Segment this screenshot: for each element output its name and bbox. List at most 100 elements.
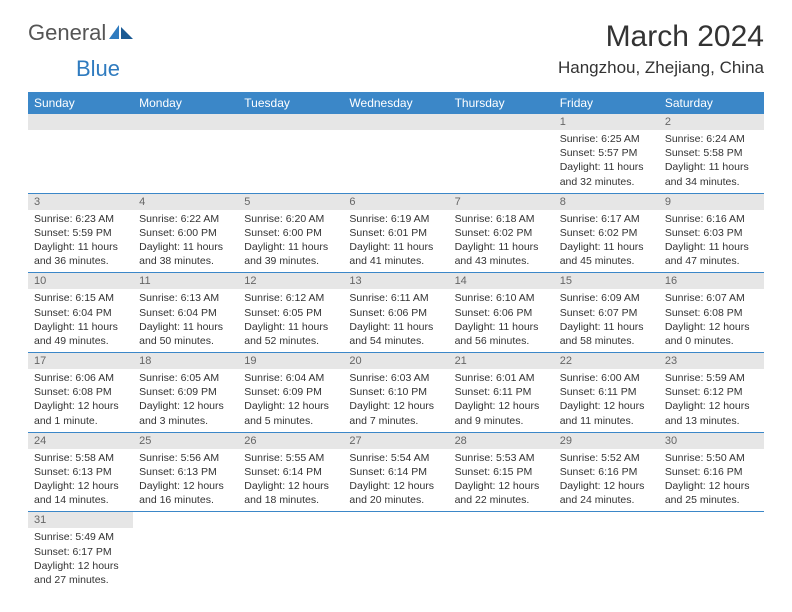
sunrise-text: Sunrise: 6:16 AM (665, 212, 758, 226)
sunset-text: Sunset: 6:05 PM (244, 306, 337, 320)
daylight-text: Daylight: 11 hours and 39 minutes. (244, 240, 337, 268)
day-details: Sunrise: 6:06 AMSunset: 6:08 PMDaylight:… (28, 369, 133, 432)
daylight-text: Daylight: 12 hours and 18 minutes. (244, 479, 337, 507)
sunset-text: Sunset: 6:00 PM (244, 226, 337, 240)
daylight-text: Daylight: 11 hours and 36 minutes. (34, 240, 127, 268)
location: Hangzhou, Zhejiang, China (558, 58, 764, 78)
day-number: 25 (133, 433, 238, 449)
sunrise-text: Sunrise: 6:19 AM (349, 212, 442, 226)
sail-icon (109, 25, 133, 41)
sunset-text: Sunset: 6:15 PM (455, 465, 548, 479)
day-cell: 5Sunrise: 6:20 AMSunset: 6:00 PMDaylight… (238, 193, 343, 273)
day-details: Sunrise: 5:56 AMSunset: 6:13 PMDaylight:… (133, 449, 238, 512)
day-cell (449, 512, 554, 591)
day-cell: 13Sunrise: 6:11 AMSunset: 6:06 PMDayligh… (343, 273, 448, 353)
sunrise-text: Sunrise: 5:59 AM (665, 371, 758, 385)
calendar-table: Sunday Monday Tuesday Wednesday Thursday… (28, 92, 764, 591)
daylight-text: Daylight: 11 hours and 32 minutes. (560, 160, 653, 188)
daylight-text: Daylight: 12 hours and 20 minutes. (349, 479, 442, 507)
sunset-text: Sunset: 6:11 PM (560, 385, 653, 399)
daylight-text: Daylight: 12 hours and 1 minute. (34, 399, 127, 427)
day-number: 24 (28, 433, 133, 449)
day-details: Sunrise: 5:58 AMSunset: 6:13 PMDaylight:… (28, 449, 133, 512)
sunrise-text: Sunrise: 6:01 AM (455, 371, 548, 385)
day-details: Sunrise: 6:03 AMSunset: 6:10 PMDaylight:… (343, 369, 448, 432)
daylight-text: Daylight: 12 hours and 22 minutes. (455, 479, 548, 507)
day-number: 27 (343, 433, 448, 449)
day-details: Sunrise: 6:15 AMSunset: 6:04 PMDaylight:… (28, 289, 133, 352)
day-details: Sunrise: 6:20 AMSunset: 6:00 PMDaylight:… (238, 210, 343, 273)
day-number: 21 (449, 353, 554, 369)
sunrise-text: Sunrise: 6:07 AM (665, 291, 758, 305)
day-number: 1 (554, 114, 659, 130)
day-details: Sunrise: 6:12 AMSunset: 6:05 PMDaylight:… (238, 289, 343, 352)
day-cell: 12Sunrise: 6:12 AMSunset: 6:05 PMDayligh… (238, 273, 343, 353)
day-number: 16 (659, 273, 764, 289)
day-cell: 30Sunrise: 5:50 AMSunset: 6:16 PMDayligh… (659, 432, 764, 512)
sunset-text: Sunset: 6:16 PM (560, 465, 653, 479)
day-cell: 10Sunrise: 6:15 AMSunset: 6:04 PMDayligh… (28, 273, 133, 353)
day-number: 26 (238, 433, 343, 449)
day-cell: 27Sunrise: 5:54 AMSunset: 6:14 PMDayligh… (343, 432, 448, 512)
day-cell: 21Sunrise: 6:01 AMSunset: 6:11 PMDayligh… (449, 353, 554, 433)
sunrise-text: Sunrise: 6:09 AM (560, 291, 653, 305)
sunset-text: Sunset: 6:16 PM (665, 465, 758, 479)
day-cell (28, 114, 133, 193)
empty-day-number (238, 114, 343, 130)
sunset-text: Sunset: 6:00 PM (139, 226, 232, 240)
week-row: 17Sunrise: 6:06 AMSunset: 6:08 PMDayligh… (28, 353, 764, 433)
day-details: Sunrise: 6:05 AMSunset: 6:09 PMDaylight:… (133, 369, 238, 432)
day-cell: 28Sunrise: 5:53 AMSunset: 6:15 PMDayligh… (449, 432, 554, 512)
daylight-text: Daylight: 11 hours and 58 minutes. (560, 320, 653, 348)
day-cell: 7Sunrise: 6:18 AMSunset: 6:02 PMDaylight… (449, 193, 554, 273)
sunrise-text: Sunrise: 6:23 AM (34, 212, 127, 226)
daylight-text: Daylight: 11 hours and 50 minutes. (139, 320, 232, 348)
day-cell (238, 114, 343, 193)
week-row: 1Sunrise: 6:25 AMSunset: 5:57 PMDaylight… (28, 114, 764, 193)
sunset-text: Sunset: 6:17 PM (34, 545, 127, 559)
daylight-text: Daylight: 12 hours and 9 minutes. (455, 399, 548, 427)
sunrise-text: Sunrise: 5:53 AM (455, 451, 548, 465)
empty-day-number (343, 114, 448, 130)
empty-day-number (449, 114, 554, 130)
day-details: Sunrise: 6:09 AMSunset: 6:07 PMDaylight:… (554, 289, 659, 352)
sunrise-text: Sunrise: 6:04 AM (244, 371, 337, 385)
sunset-text: Sunset: 6:01 PM (349, 226, 442, 240)
day-cell: 16Sunrise: 6:07 AMSunset: 6:08 PMDayligh… (659, 273, 764, 353)
sunset-text: Sunset: 6:03 PM (665, 226, 758, 240)
day-number: 10 (28, 273, 133, 289)
sunrise-text: Sunrise: 5:55 AM (244, 451, 337, 465)
sunrise-text: Sunrise: 5:54 AM (349, 451, 442, 465)
sunrise-text: Sunrise: 6:03 AM (349, 371, 442, 385)
daylight-text: Daylight: 12 hours and 3 minutes. (139, 399, 232, 427)
day-details: Sunrise: 5:59 AMSunset: 6:12 PMDaylight:… (659, 369, 764, 432)
sunset-text: Sunset: 6:13 PM (139, 465, 232, 479)
sunset-text: Sunset: 5:58 PM (665, 146, 758, 160)
sunset-text: Sunset: 6:08 PM (34, 385, 127, 399)
sunset-text: Sunset: 6:12 PM (665, 385, 758, 399)
col-monday: Monday (133, 92, 238, 114)
daylight-text: Daylight: 11 hours and 54 minutes. (349, 320, 442, 348)
brand-logo: General (28, 20, 133, 46)
day-cell: 29Sunrise: 5:52 AMSunset: 6:16 PMDayligh… (554, 432, 659, 512)
sunrise-text: Sunrise: 6:25 AM (560, 132, 653, 146)
sunset-text: Sunset: 6:13 PM (34, 465, 127, 479)
day-details: Sunrise: 6:11 AMSunset: 6:06 PMDaylight:… (343, 289, 448, 352)
day-number: 23 (659, 353, 764, 369)
day-cell: 11Sunrise: 6:13 AMSunset: 6:04 PMDayligh… (133, 273, 238, 353)
day-cell (133, 512, 238, 591)
day-cell: 24Sunrise: 5:58 AMSunset: 6:13 PMDayligh… (28, 432, 133, 512)
day-details: Sunrise: 6:24 AMSunset: 5:58 PMDaylight:… (659, 130, 764, 193)
daylight-text: Daylight: 11 hours and 47 minutes. (665, 240, 758, 268)
daylight-text: Daylight: 12 hours and 0 minutes. (665, 320, 758, 348)
brand-blue: Blue (76, 56, 120, 81)
daylight-text: Daylight: 11 hours and 49 minutes. (34, 320, 127, 348)
day-cell: 15Sunrise: 6:09 AMSunset: 6:07 PMDayligh… (554, 273, 659, 353)
day-cell: 6Sunrise: 6:19 AMSunset: 6:01 PMDaylight… (343, 193, 448, 273)
sunset-text: Sunset: 6:09 PM (139, 385, 232, 399)
sunset-text: Sunset: 6:07 PM (560, 306, 653, 320)
day-details: Sunrise: 6:04 AMSunset: 6:09 PMDaylight:… (238, 369, 343, 432)
day-number: 30 (659, 433, 764, 449)
sunrise-text: Sunrise: 6:00 AM (560, 371, 653, 385)
day-details: Sunrise: 6:07 AMSunset: 6:08 PMDaylight:… (659, 289, 764, 352)
